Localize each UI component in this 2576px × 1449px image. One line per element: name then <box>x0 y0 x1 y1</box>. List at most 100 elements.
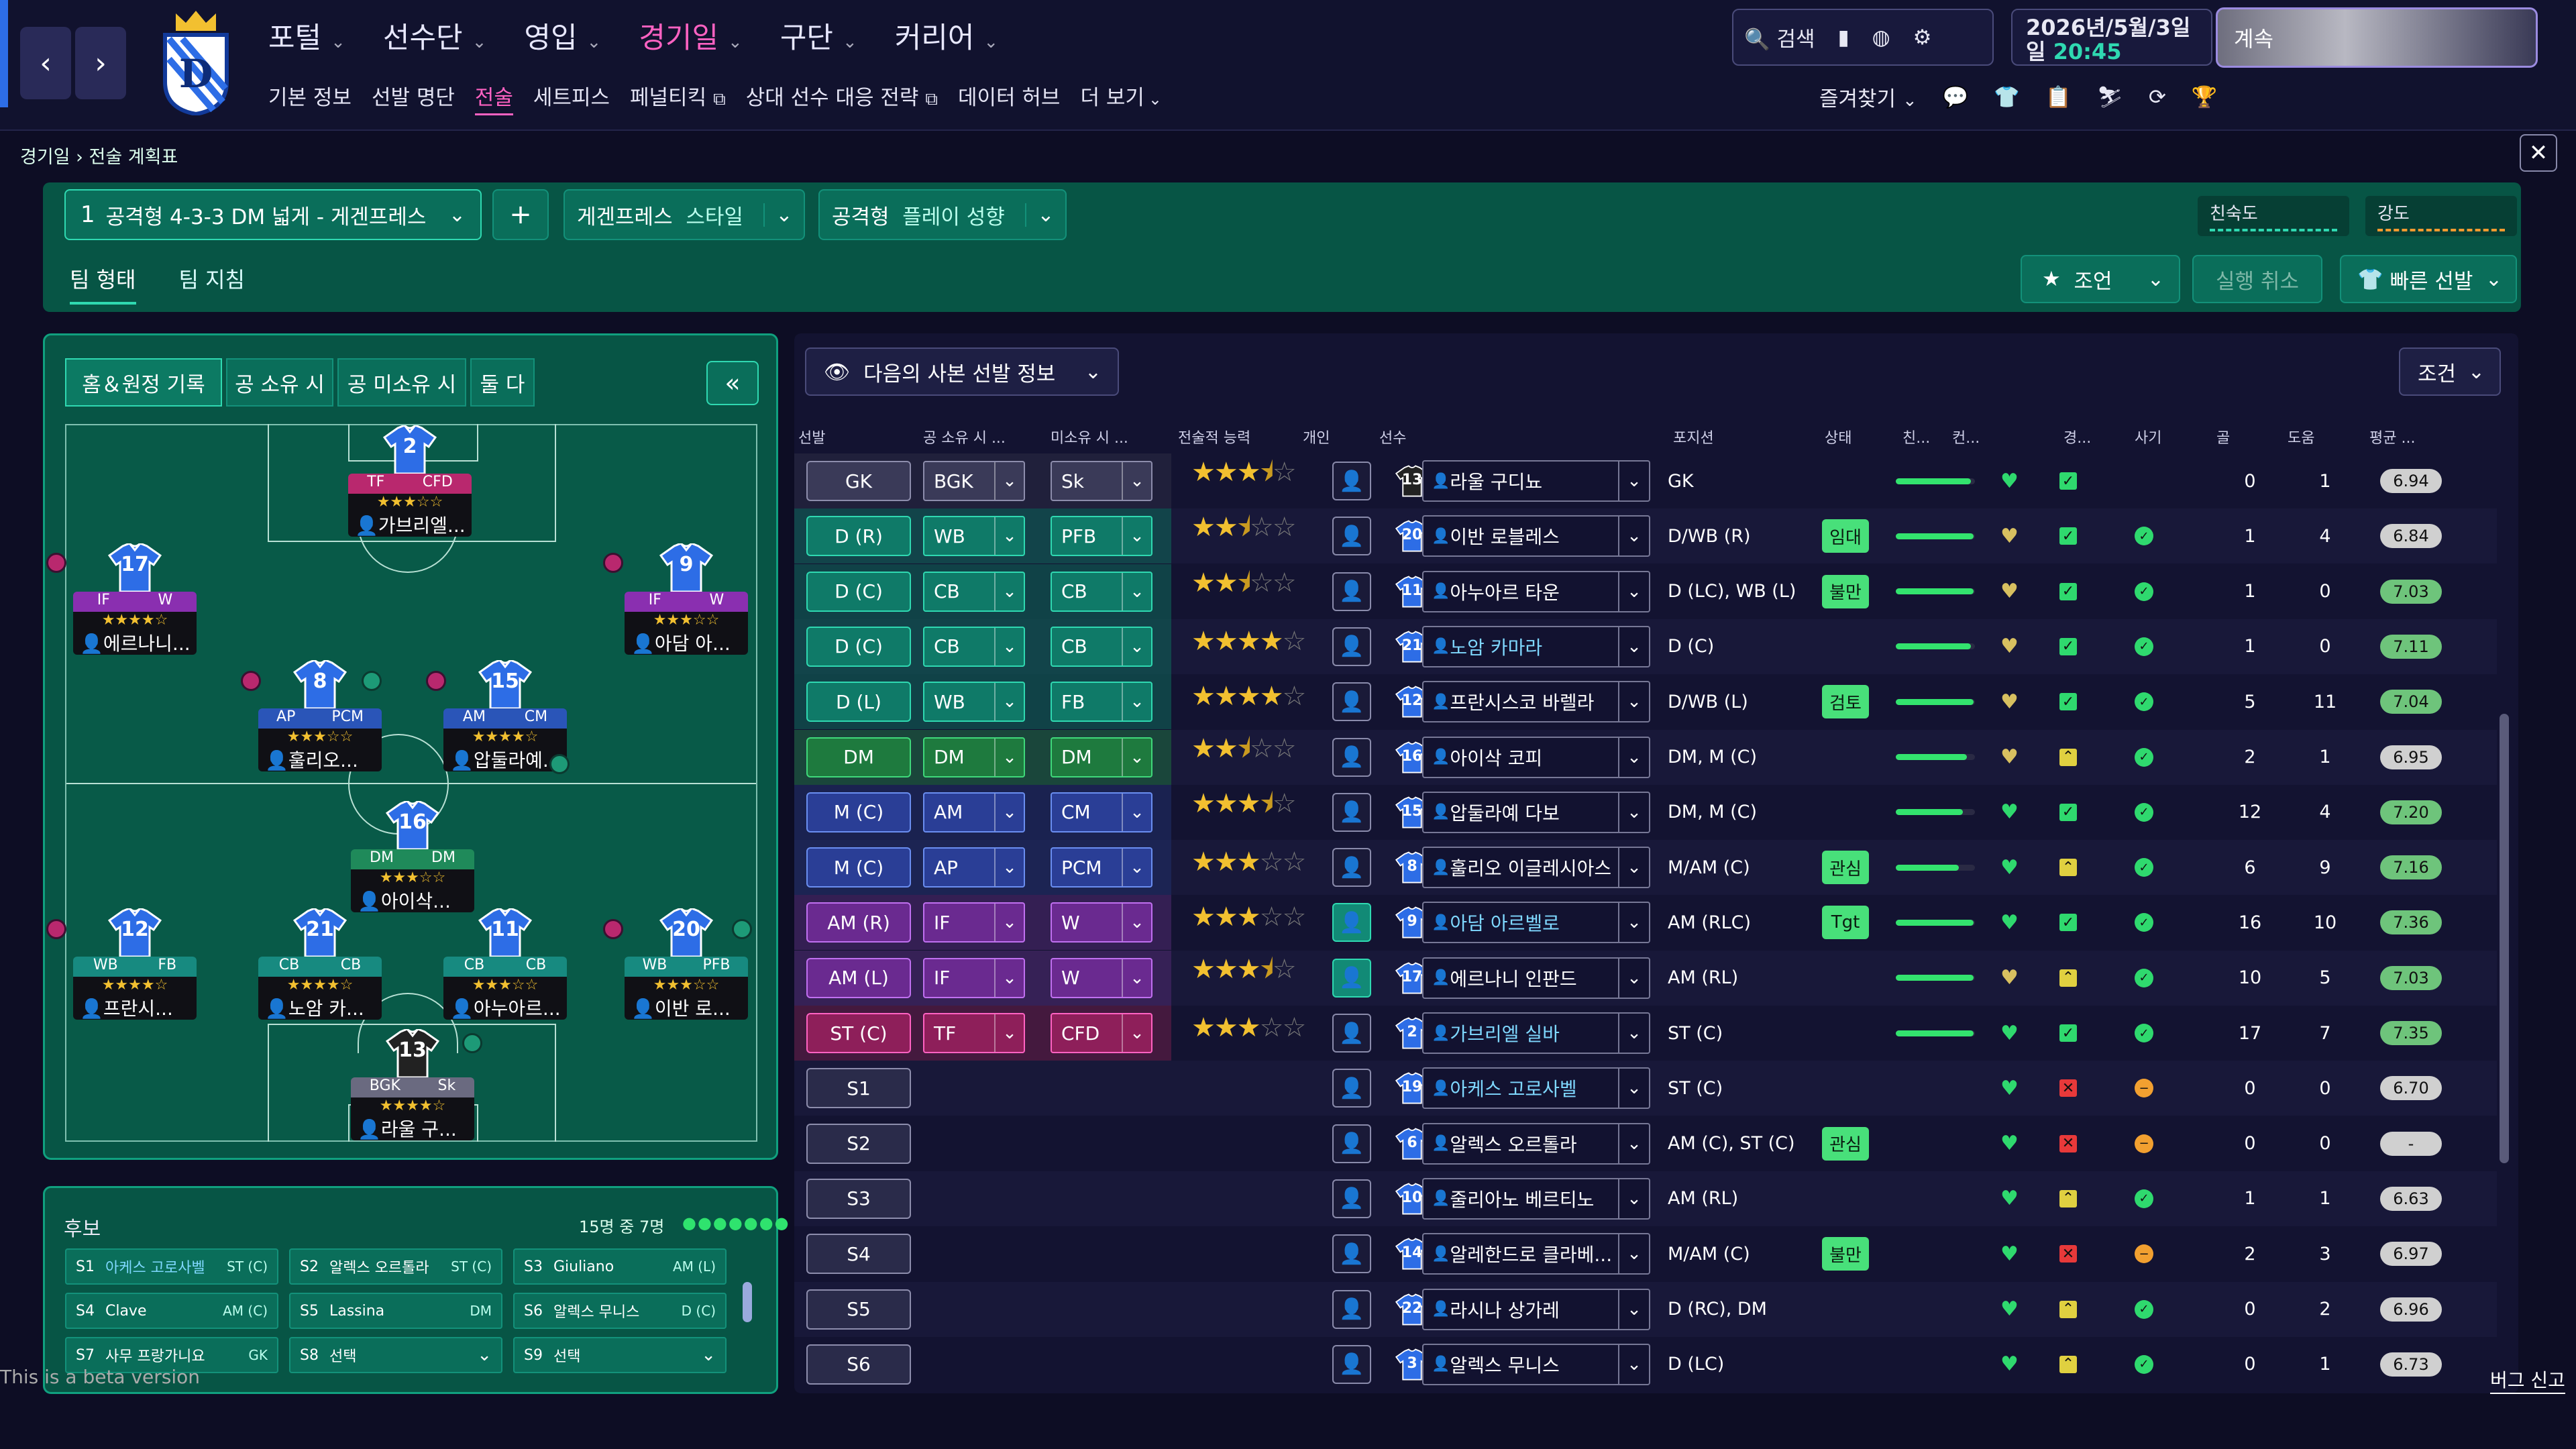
position-slot-button[interactable]: S6 <box>806 1344 911 1385</box>
sub-menu-item[interactable]: 전술 <box>474 80 513 115</box>
position-slot-button[interactable]: AM (L) <box>806 957 911 998</box>
pitch-player-card[interactable]: 12 WB FB ★★★★☆ 👤프란시... <box>46 907 197 1022</box>
bookmark-icon[interactable]: ▮ <box>1837 25 1849 50</box>
pitch-tab[interactable]: 홈＆원정 기록 <box>65 358 222 407</box>
collapse-panel-button[interactable]: « <box>706 361 759 405</box>
position-slot-button[interactable]: S1 <box>806 1068 911 1109</box>
favorites-dropdown[interactable]: 즐겨찾기 ⌄ <box>1819 87 1917 111</box>
player-select-dropdown[interactable]: 👤 이반 로블레스 ⌄ <box>1422 515 1650 557</box>
player-select-dropdown[interactable]: 👤 줄리아노 베르티노 ⌄ <box>1422 1177 1650 1220</box>
table-row[interactable]: S1 👤 19 👤 아케스 고로사벨 ⌄ ST (C) ♥ ✕ − 0 0 6.70 <box>794 1061 2497 1116</box>
advice-button[interactable]: ★ 조언 ⌄ <box>2021 255 2180 303</box>
familiarity-meter[interactable]: 친숙도 <box>2198 196 2349 236</box>
column-header[interactable]: 도움 <box>2288 430 2315 447</box>
table-row[interactable]: S5 👤 22 👤 라시나 상가레 ⌄ D (RC), DM ♥ ⌃ ✓ 0 2 6.96 <box>794 1281 2497 1337</box>
pitch-player-card[interactable]: 17 IF W ★★★★☆ 👤에르나니... <box>46 542 197 657</box>
pitch-player-card[interactable]: 8 AP PCM ★★★☆☆ 👤훌리오... <box>241 659 382 774</box>
position-slot-button[interactable]: M (C) <box>806 847 911 888</box>
sub-menu-item[interactable]: 기본 정보 <box>268 86 352 110</box>
main-menu-item[interactable]: 영입 ⌄ <box>524 21 602 55</box>
position-slot-button[interactable]: S3 <box>806 1178 911 1219</box>
bench-slot[interactable]: S9 선택 ⌄ <box>513 1337 727 1373</box>
individual-instructions-button[interactable]: 👤 <box>1332 572 1371 611</box>
individual-instructions-button[interactable]: 👤 <box>1332 737 1371 777</box>
player-select-dropdown[interactable]: 👤 아누아르 타운 ⌄ <box>1422 570 1650 612</box>
view-dropdown[interactable]: 👁 다음의 사본 선발 정보 ⌄ <box>805 347 1119 396</box>
status-badge[interactable]: 관심 <box>1822 851 1869 885</box>
bench-slot[interactable]: S4 Clave AM (C) <box>65 1293 278 1329</box>
individual-instructions-button[interactable]: 👤 <box>1332 792 1371 832</box>
in-possession-role-dropdown[interactable]: WB ⌄ <box>923 516 1025 557</box>
filter-dropdown[interactable]: 조건 ⌄ <box>2399 347 2501 396</box>
pitch-player-card[interactable]: 2 TF CFD ★★★☆☆ 👤가브리엘... <box>348 424 472 539</box>
tactic-tab[interactable]: 팀 지침 <box>178 267 246 292</box>
main-menu-item[interactable]: 커리어 ⌄ <box>894 21 999 55</box>
table-row[interactable]: M (C) AM ⌄ CM ⌄ ★★★⯨☆ 👤 15 👤 압둘라예 다보 ⌄ DM, M (C) ♥ ✓… <box>794 784 2497 840</box>
column-header[interactable]: 상태 <box>1825 430 1852 447</box>
out-possession-role-dropdown[interactable]: W ⌄ <box>1051 902 1152 943</box>
main-menu-item[interactable]: 포털 ⌄ <box>268 21 345 55</box>
pitch-tab[interactable]: 둘 다 <box>470 358 535 407</box>
player-select-dropdown[interactable]: 👤 라시나 상가레 ⌄ <box>1422 1288 1650 1330</box>
position-slot-button[interactable]: S2 <box>806 1123 911 1164</box>
individual-instructions-button[interactable]: 👤 <box>1332 1014 1371 1053</box>
out-possession-role-dropdown[interactable]: W ⌄ <box>1051 957 1152 998</box>
out-possession-role-dropdown[interactable]: CB ⌄ <box>1051 571 1152 612</box>
clipboard-icon[interactable]: 📋 <box>2045 85 2072 109</box>
column-header[interactable]: 사기 <box>2135 430 2162 447</box>
bench-slot[interactable]: S3 Giuliano AM (L) <box>513 1248 727 1285</box>
individual-instructions-button[interactable]: 👤 <box>1332 1344 1371 1384</box>
sub-menu-item[interactable]: 페널티킥 ⧉ <box>630 86 726 110</box>
column-header[interactable]: 선발 <box>798 430 826 447</box>
column-header[interactable]: 선수 <box>1379 430 1407 447</box>
player-select-dropdown[interactable]: 👤 아케스 고로사벨 ⌄ <box>1422 1067 1650 1110</box>
table-row[interactable]: DM DM ⌄ DM ⌄ ★★⯨☆☆ 👤 16 👤 아이삭 코피 ⌄ DM, M (C) ♥ ⌃ ✓ 2 1 6… <box>794 729 2497 785</box>
bench-slot[interactable]: S6 알렉스 무니스 D (C) <box>513 1293 727 1329</box>
game-date[interactable]: 2026년/5월/3일 일 20:45 <box>2011 9 2212 66</box>
kit-icon[interactable]: 👕 <box>1994 85 2020 109</box>
position-slot-button[interactable]: D (C) <box>806 626 911 667</box>
individual-instructions-button[interactable]: 👤 <box>1332 903 1371 943</box>
column-header[interactable]: 전술적 능력 <box>1178 430 1251 447</box>
gear-icon[interactable]: ⚙ <box>1913 25 1932 50</box>
individual-instructions-button[interactable]: 👤 <box>1332 1124 1371 1163</box>
status-badge[interactable]: 불만 <box>1822 574 1869 608</box>
refresh-icon[interactable]: ⟳ <box>2148 85 2166 109</box>
bench-slot[interactable]: S8 선택 ⌄ <box>289 1337 502 1373</box>
bench-slot[interactable]: S7 사무 프랑가니요 GK <box>65 1337 278 1373</box>
in-possession-role-dropdown[interactable]: AM ⌄ <box>923 792 1025 833</box>
in-possession-role-dropdown[interactable]: DM ⌄ <box>923 737 1025 777</box>
sub-menu-item[interactable]: 데이터 허브 <box>958 86 1061 110</box>
pitch-player-card[interactable]: 16 DM DM ★★★☆☆ 👤아이삭... <box>351 800 474 915</box>
sub-menu-item[interactable]: 선발 명단 <box>371 86 455 110</box>
status-badge[interactable]: 관심 <box>1822 1126 1869 1161</box>
pitch-player-card[interactable]: 15 AM CM ★★★★☆ 👤압둘라예... <box>426 659 567 774</box>
pitch-player-card[interactable]: 9 IF W ★★★☆☆ 👤아담 아... <box>603 542 748 657</box>
column-header[interactable]: 경... <box>2063 430 2092 447</box>
tactic-select-dropdown[interactable]: 1 공격형 4-3-3 DM 넓게 - 게겐프레스 ⌄ <box>64 189 482 240</box>
in-possession-role-dropdown[interactable]: WB ⌄ <box>923 682 1025 722</box>
status-badge[interactable]: 검토 <box>1822 685 1869 719</box>
in-possession-role-dropdown[interactable]: IF ⌄ <box>923 902 1025 943</box>
style-dropdown[interactable]: 게겐프레스 스타일 ⌄ <box>564 189 805 240</box>
individual-instructions-button[interactable]: 👤 <box>1332 682 1371 722</box>
individual-instructions-button[interactable]: 👤 <box>1332 1069 1371 1108</box>
sub-menu-item[interactable]: 더 보기 ⌄ <box>1080 86 1162 110</box>
table-row[interactable]: AM (R) IF ⌄ W ⌄ ★★★☆☆ 👤 9 👤 아담 아르벨로 ⌄ AM (RLC) Tgt ♥… <box>794 895 2497 951</box>
in-possession-role-dropdown[interactable]: BGK ⌄ <box>923 461 1025 501</box>
out-possession-role-dropdown[interactable]: CB ⌄ <box>1051 626 1152 667</box>
table-row[interactable]: D (L) WB ⌄ FB ⌄ ★★★★☆ 👤 12 👤 프란시스코 바렐라 ⌄ D/WB (L) 검… <box>794 674 2497 730</box>
table-row[interactable]: S6 👤 3 👤 알렉스 무니스 ⌄ D (LC) ♥ ⌃ ✓ 0 1 6.73 <box>794 1337 2497 1392</box>
column-header[interactable]: 평균 ... <box>2369 430 2416 447</box>
position-slot-button[interactable]: D (L) <box>806 682 911 722</box>
staff-icon[interactable]: ⛷ <box>2096 85 2123 109</box>
mentality-dropdown[interactable]: 공격형 플레이 성향 ⌄ <box>818 189 1067 240</box>
out-possession-role-dropdown[interactable]: FB ⌄ <box>1051 682 1152 722</box>
forward-button[interactable]: › <box>75 27 126 99</box>
individual-instructions-button[interactable]: 👤 <box>1332 517 1371 556</box>
bench-slot[interactable]: S2 알렉스 오르톨라 ST (C) <box>289 1248 502 1285</box>
table-row[interactable]: D (C) CB ⌄ CB ⌄ ★★⯨☆☆ 👤 11 👤 아누아르 타운 ⌄ D (LC), WB … <box>794 564 2497 619</box>
individual-instructions-button[interactable]: 👤 <box>1332 1289 1371 1329</box>
player-select-dropdown[interactable]: 👤 알렉스 무니스 ⌄ <box>1422 1343 1650 1385</box>
in-possession-role-dropdown[interactable]: CB ⌄ <box>923 571 1025 612</box>
